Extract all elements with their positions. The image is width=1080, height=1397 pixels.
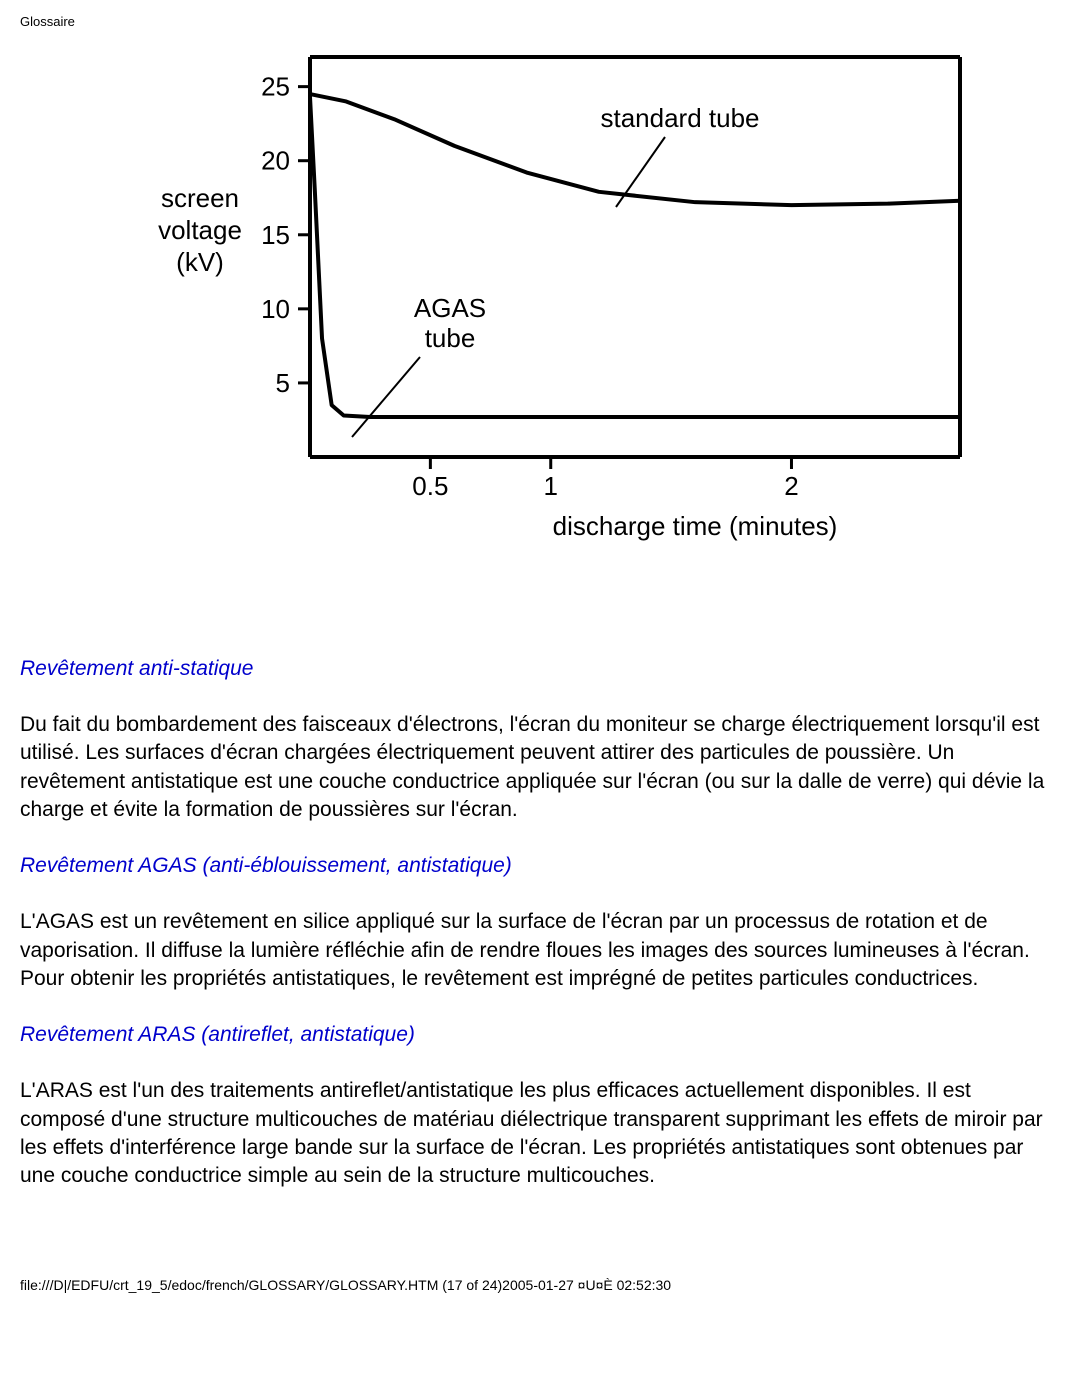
svg-text:standard tube: standard tube: [600, 103, 759, 133]
heading-anti-statique: Revêtement anti-statique: [20, 657, 1060, 681]
svg-text:15: 15: [261, 220, 290, 250]
chart-container: 5 10 15 20 25 0.5 1 2 discharge time (minutes) sc…: [20, 37, 1060, 557]
svg-text:25: 25: [261, 72, 290, 102]
page-footer: file:///D|/EDFU/crt_19_5/edoc/french/GLO…: [20, 1217, 1060, 1313]
svg-text:10: 10: [261, 294, 290, 324]
svg-text:(kV): (kV): [176, 247, 224, 277]
svg-text:AGAS: AGAS: [414, 293, 486, 323]
heading-agas: Revêtement AGAS (anti-éblouissement, ant…: [20, 854, 1060, 878]
svg-text:tube: tube: [425, 323, 476, 353]
svg-text:voltage: voltage: [158, 215, 242, 245]
svg-text:discharge time (minutes): discharge time (minutes): [553, 511, 838, 541]
svg-text:screen: screen: [161, 183, 239, 213]
heading-aras: Revêtement ARAS (antireflet, antistatiqu…: [20, 1023, 1060, 1047]
para-anti-statique: Du fait du bombardement des faisceaux d'…: [20, 711, 1060, 824]
svg-text:20: 20: [261, 146, 290, 176]
section-anti-statique: Revêtement anti-statique Du fait du bomb…: [20, 657, 1060, 824]
para-aras: L'ARAS est l'un des traitements antirefl…: [20, 1077, 1060, 1190]
discharge-chart: 5 10 15 20 25 0.5 1 2 discharge time (minutes) sc…: [100, 37, 980, 557]
para-agas: L'AGAS est un revêtement en silice appli…: [20, 908, 1060, 993]
svg-text:1: 1: [544, 471, 558, 501]
svg-text:5: 5: [276, 368, 290, 398]
svg-text:2: 2: [784, 471, 798, 501]
page-header: Glossaire: [20, 10, 1060, 37]
section-agas: Revêtement AGAS (anti-éblouissement, ant…: [20, 854, 1060, 993]
section-aras: Revêtement ARAS (antireflet, antistatiqu…: [20, 1023, 1060, 1190]
document-page: Glossaire 5 10 15 20 25 0.5 1 2 discharge time (…: [0, 0, 1080, 1313]
svg-text:0.5: 0.5: [412, 471, 448, 501]
